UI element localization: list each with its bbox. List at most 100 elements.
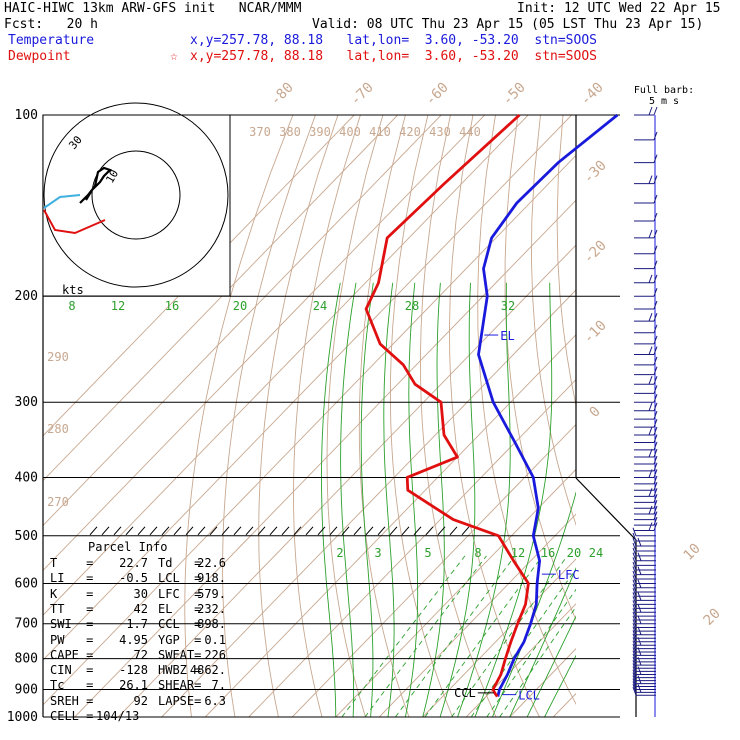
- dry-adiabat-label: 400: [339, 125, 361, 139]
- mixing-ratio-line: [395, 555, 516, 717]
- parcel-param-name: SWI =: [50, 617, 94, 632]
- level-annotations: EL LFC LCL CCL: [454, 329, 579, 703]
- moist-adiabat-line: [422, 282, 445, 717]
- mixing-ratio-label: 20: [567, 546, 581, 560]
- parcel-param-value: 22.6: [197, 556, 226, 570]
- wind-barb-flag: [632, 527, 637, 536]
- hatch-mark: [425, 526, 434, 536]
- wind-barb-flag: [653, 522, 658, 531]
- wind-barb-flag: [637, 675, 642, 684]
- wind-barb-flag: [648, 175, 653, 184]
- wind-barb-flag: [653, 194, 658, 204]
- wind-barb-flag: [632, 583, 637, 593]
- wind-barb-flag: [653, 288, 658, 297]
- hodograph-trace-upper: [79, 166, 113, 204]
- wind-barb-flag: [632, 681, 637, 690]
- wind-barb-flag: [653, 511, 658, 520]
- wind-barb-flag: [653, 441, 658, 451]
- parcel-param-value: 4.95: [119, 632, 148, 647]
- wind-barb-flag: [632, 626, 637, 635]
- parcel-param-name: TT =: [50, 601, 94, 616]
- wind-barb-flag: [637, 684, 642, 693]
- wind-barb-flag: [653, 154, 658, 163]
- lfc-label: LFC: [558, 568, 580, 582]
- dry-adiabat-label: 270: [47, 495, 69, 509]
- wind-barb-flag: [653, 402, 658, 411]
- barb-legend: 5 m s: [649, 96, 679, 107]
- parcel-param-value: 42: [133, 601, 148, 616]
- wind-barb-flag: [653, 505, 658, 515]
- parcel-param-name: Td =: [158, 556, 202, 570]
- wind-barb-flag: [632, 566, 637, 575]
- parcel-param-name: LI =: [50, 571, 94, 586]
- temperature-legend: Temperature: [8, 33, 95, 48]
- dewpoint-star-icon: ☆: [170, 49, 178, 64]
- wind-barb-flag: [637, 537, 642, 547]
- wind-barb-flag: [648, 426, 653, 436]
- dry-adiabat-label: 410: [369, 125, 391, 139]
- pressure-tick-label: 200: [15, 289, 38, 304]
- parcel-param-name: SHEAR=: [158, 678, 202, 693]
- moist-adiabat-label: 12: [111, 299, 125, 313]
- isotherm-label: -70: [348, 80, 377, 109]
- isotherm-line: [43, 115, 573, 661]
- wind-barb-flag: [632, 622, 637, 632]
- parcel-param-value: 232.: [197, 601, 226, 616]
- mixing-ratio-label: 12: [511, 546, 525, 560]
- temperature-location: x,y=257.78, 88.18 lat,lon= 3.60, -53.20 …: [190, 33, 597, 48]
- chart-title: HAIC-HIWC 13km ARW-GFS init NCAR/MMM: [4, 1, 302, 16]
- parcel-param-name: Tc =: [50, 678, 94, 693]
- hodograph-frame: [42, 114, 231, 297]
- dewpoint-location: x,y=257.78, 88.18 lat,lon= 3.60, -53.20 …: [190, 49, 597, 64]
- hodograph-ring-inner: [91, 150, 181, 240]
- dry-adiabat-line: [258, 115, 339, 717]
- isotherm-line: [161, 289, 576, 717]
- wind-barb-flag: [632, 669, 637, 678]
- hatch-mark: [221, 526, 230, 536]
- mixing-ratio-label: 3: [374, 546, 381, 560]
- wind-barb-flag: [632, 678, 637, 687]
- dry-adiabat-line: [721, 115, 740, 717]
- parcel-param-name: CIN =: [50, 663, 94, 678]
- wind-barb-flag: [648, 505, 653, 515]
- parcel-param-value: 579.: [197, 586, 226, 601]
- mixing-ratio-layer: [341, 555, 576, 717]
- hatch-mark: [293, 526, 302, 536]
- parcel-param-value: 0.1: [204, 632, 226, 647]
- mixing-ratio-line: [451, 555, 568, 717]
- sounding-traces: [364, 113, 619, 698]
- isotherm-line: [335, 468, 576, 717]
- hatch-mark: [137, 526, 146, 536]
- dry-adiabat-label: 370: [249, 125, 271, 139]
- dry-adiabat-line: [293, 115, 361, 717]
- wind-barb-flag: [637, 637, 642, 646]
- dry-adiabat-label: 390: [309, 125, 331, 139]
- parcel-param-name: EL =: [158, 601, 202, 616]
- wind-barb-flag: [632, 600, 637, 609]
- wind-barb-flag: [637, 604, 642, 613]
- wind-barb-flag: [632, 660, 637, 669]
- wind-barb-flag: [637, 656, 642, 666]
- wind-barb-flag: [632, 611, 637, 621]
- hatch-mark: [101, 526, 110, 536]
- hodograph-trace-low: [43, 209, 106, 235]
- wind-barb-flag: [653, 516, 658, 526]
- hatch-mark: [197, 526, 206, 536]
- moist-adiabat-label: 16: [165, 299, 179, 313]
- dry-adiabat-label: 420: [399, 125, 421, 139]
- hatch-mark: [125, 526, 134, 536]
- dry-adiabat-label: 440: [459, 125, 481, 139]
- wind-barb-flag: [637, 647, 642, 656]
- moist-adiabat-line: [474, 282, 553, 717]
- hatch-mark: [113, 526, 122, 536]
- hatch-mark: [353, 526, 362, 536]
- isotherm-label: -40: [578, 80, 607, 109]
- wind-barb-flag: [632, 588, 637, 597]
- wind-barb-flag: [653, 494, 658, 503]
- hatch-mark: [365, 526, 374, 536]
- wind-barb-flag: [637, 615, 642, 624]
- mixing-ratio-label: 5: [424, 546, 431, 560]
- wind-barb-flag: [653, 175, 658, 184]
- wind-barb-flag: [632, 592, 637, 601]
- lcl-label: LCL: [518, 689, 540, 703]
